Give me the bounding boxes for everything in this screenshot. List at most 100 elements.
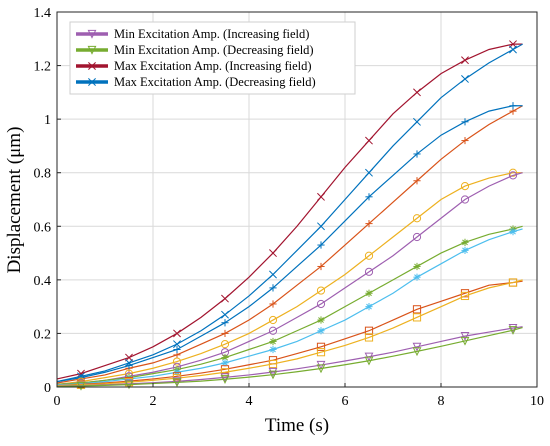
legend-marker bbox=[87, 45, 97, 55]
legend-marker bbox=[88, 62, 96, 70]
series-line bbox=[56, 43, 523, 383]
data-point bbox=[269, 249, 277, 258]
legend-label: Min Excitation Amp. (Decreasing field) bbox=[114, 43, 314, 57]
data-point bbox=[508, 171, 518, 180]
x-axis-label: Time (s) bbox=[265, 415, 329, 436]
data-point bbox=[460, 195, 470, 204]
data-point bbox=[172, 357, 182, 366]
data-point bbox=[412, 342, 422, 352]
x-tick-label: 8 bbox=[438, 394, 445, 409]
y-tick-label: 0 bbox=[44, 381, 51, 396]
data-point bbox=[508, 168, 518, 177]
series-11 bbox=[56, 323, 523, 391]
data-point bbox=[124, 378, 134, 387]
data-point bbox=[76, 381, 86, 391]
legend-label: Min Excitation Amp. (Increasing field) bbox=[114, 27, 309, 41]
data-point bbox=[365, 220, 373, 228]
data-point bbox=[365, 289, 373, 297]
legend-entry: Min Excitation Amp. (Decreasing field) bbox=[76, 43, 314, 57]
data-point bbox=[221, 329, 229, 338]
legend-box bbox=[69, 21, 356, 95]
data-point bbox=[268, 315, 278, 325]
data-point bbox=[508, 326, 518, 335]
data-point bbox=[221, 294, 229, 303]
data-point bbox=[461, 118, 469, 126]
data-point bbox=[364, 251, 374, 260]
series-1 bbox=[56, 40, 523, 380]
y-axis-label: Displacement (μm) bbox=[4, 127, 25, 274]
x-tick-label: 4 bbox=[246, 394, 253, 409]
tick-layer: 0 2 4 6 8 10 0 0.2 0.4 0.6 0.8 1 1.2 1.4 bbox=[34, 6, 545, 409]
data-point bbox=[364, 267, 374, 276]
data-point bbox=[268, 370, 278, 380]
series-line bbox=[56, 279, 523, 387]
series-line bbox=[56, 172, 523, 385]
data-point bbox=[460, 332, 470, 341]
data-point bbox=[413, 88, 421, 97]
data-point bbox=[413, 117, 421, 126]
data-point bbox=[364, 356, 374, 366]
data-point bbox=[269, 284, 277, 292]
plot-frame bbox=[56, 11, 538, 388]
legend-marker bbox=[87, 29, 97, 39]
data-point bbox=[365, 193, 373, 201]
data-point bbox=[124, 380, 134, 390]
data-point bbox=[172, 378, 182, 388]
series-line bbox=[56, 228, 523, 386]
x-tick-label: 6 bbox=[342, 394, 349, 409]
data-point bbox=[220, 375, 230, 384]
data-point bbox=[412, 305, 422, 314]
data-point bbox=[268, 359, 278, 369]
data-point bbox=[460, 291, 470, 301]
data-point bbox=[508, 323, 518, 333]
y-tick-label: 0.4 bbox=[34, 274, 52, 289]
data-point bbox=[316, 299, 326, 309]
data-point bbox=[413, 177, 421, 185]
y-tick-label: 0.6 bbox=[34, 220, 52, 235]
data-point bbox=[220, 340, 230, 349]
data-point bbox=[317, 262, 325, 271]
data-point bbox=[268, 326, 278, 335]
data-point bbox=[269, 345, 277, 354]
data-point bbox=[364, 333, 374, 342]
data-point bbox=[412, 214, 422, 223]
series-line bbox=[56, 280, 523, 387]
data-point bbox=[268, 367, 278, 377]
data-point bbox=[316, 348, 326, 357]
y-tick-label: 1.4 bbox=[34, 6, 52, 21]
series-12 bbox=[56, 326, 523, 391]
legend-entry: Max Excitation Amp. (Increasing field) bbox=[76, 59, 312, 73]
series-layer bbox=[56, 40, 523, 391]
data-point bbox=[317, 327, 325, 335]
legend-entry: Max Excitation Amp. (Decreasing field) bbox=[76, 75, 316, 89]
data-point bbox=[173, 345, 181, 354]
data-point bbox=[412, 313, 422, 322]
legend: Min Excitation Amp. (Increasing field) Mi… bbox=[69, 21, 356, 95]
legend-label: Max Excitation Amp. (Increasing field) bbox=[114, 59, 312, 73]
legend-label: Max Excitation Amp. (Decreasing field) bbox=[114, 75, 316, 89]
series-line bbox=[56, 326, 523, 388]
data-point bbox=[461, 136, 469, 145]
data-point bbox=[317, 222, 325, 231]
data-point bbox=[316, 286, 326, 295]
legend-marker bbox=[88, 78, 96, 86]
data-point bbox=[316, 364, 326, 374]
data-point bbox=[461, 75, 469, 83]
data-point bbox=[317, 192, 325, 201]
x-tick-label: 10 bbox=[530, 394, 544, 409]
data-point bbox=[269, 300, 277, 308]
data-point bbox=[413, 262, 421, 271]
data-point bbox=[509, 45, 517, 54]
data-point bbox=[317, 241, 325, 249]
data-point bbox=[413, 150, 421, 158]
data-point bbox=[412, 232, 422, 242]
data-point bbox=[365, 136, 373, 145]
data-point bbox=[125, 361, 133, 370]
y-tick-label: 0.8 bbox=[34, 167, 52, 182]
data-point bbox=[461, 238, 469, 246]
y-tick-label: 0.2 bbox=[34, 327, 52, 342]
x-tick-label: 0 bbox=[54, 394, 61, 409]
series-line bbox=[56, 105, 523, 384]
series-line bbox=[56, 172, 523, 385]
